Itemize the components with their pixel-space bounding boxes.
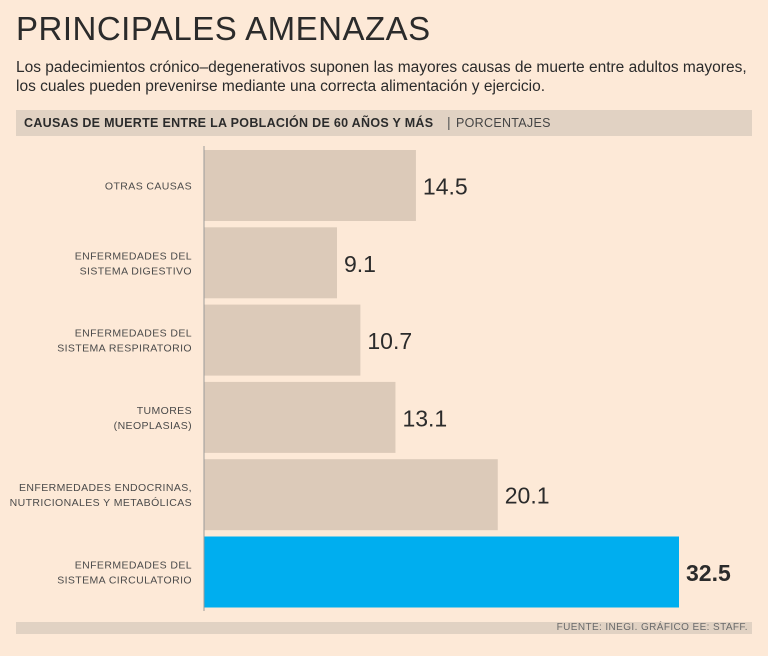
- bar-1: [204, 227, 337, 299]
- subtitle-line-1: Los padecimientos crónico–degenerativos …: [16, 59, 747, 76]
- category-label-2-0: ENFERMEDADES DEL: [75, 328, 192, 340]
- category-label-3-1: (NEOPLASIAS): [114, 420, 192, 432]
- bar-5: [204, 536, 679, 608]
- value-label-1: 9.1: [344, 251, 376, 277]
- chart-header-bar: CAUSAS DE MUERTE ENTRE LA POBLACIÓN DE 6…: [16, 110, 752, 136]
- page-title: PRINCIPALES AMENAZAS: [16, 10, 431, 47]
- bar-3: [204, 381, 396, 453]
- source-note: FUENTE: INEGI. GRÁFICO EE: STAFF.: [556, 622, 748, 633]
- value-label-2: 10.7: [367, 328, 412, 354]
- value-label-5: 32.5: [686, 560, 731, 586]
- bar-0: [204, 150, 416, 221]
- chart-header-separator: |: [447, 114, 451, 130]
- category-label-4-1: NUTRICIONALES Y METABÓLICAS: [10, 496, 192, 509]
- category-label-5-0: ENFERMEDADES DEL: [75, 560, 192, 572]
- category-label-1-0: ENFERMEDADES DEL: [75, 250, 192, 262]
- category-label-1-1: SISTEMA DIGESTIVO: [80, 265, 192, 277]
- category-label-4-0: ENFERMEDADES ENDOCRINAS,: [19, 482, 192, 494]
- chart-unit: PORCENTAJES: [456, 116, 551, 130]
- category-label-5-1: SISTEMA CIRCULATORIO: [57, 575, 192, 587]
- value-label-3: 13.1: [402, 405, 447, 431]
- bar-4: [204, 459, 498, 531]
- chart-title: CAUSAS DE MUERTE ENTRE LA POBLACIÓN DE 6…: [24, 116, 434, 130]
- subtitle-line-2: los cuales pueden prevenirse mediante un…: [16, 78, 546, 95]
- value-label-0: 14.5: [423, 174, 468, 200]
- subtitle: Los padecimientos crónico–degenerativos …: [16, 58, 756, 96]
- value-label-4: 20.1: [505, 483, 550, 509]
- footer-bar: FUENTE: INEGI. GRÁFICO EE: STAFF.: [16, 622, 752, 634]
- bar-2: [204, 304, 361, 376]
- category-label-0-0: OTRAS CAUSAS: [105, 181, 192, 193]
- category-label-2-1: SISTEMA RESPIRATORIO: [57, 343, 192, 355]
- category-label-3-0: TUMORES: [137, 405, 192, 417]
